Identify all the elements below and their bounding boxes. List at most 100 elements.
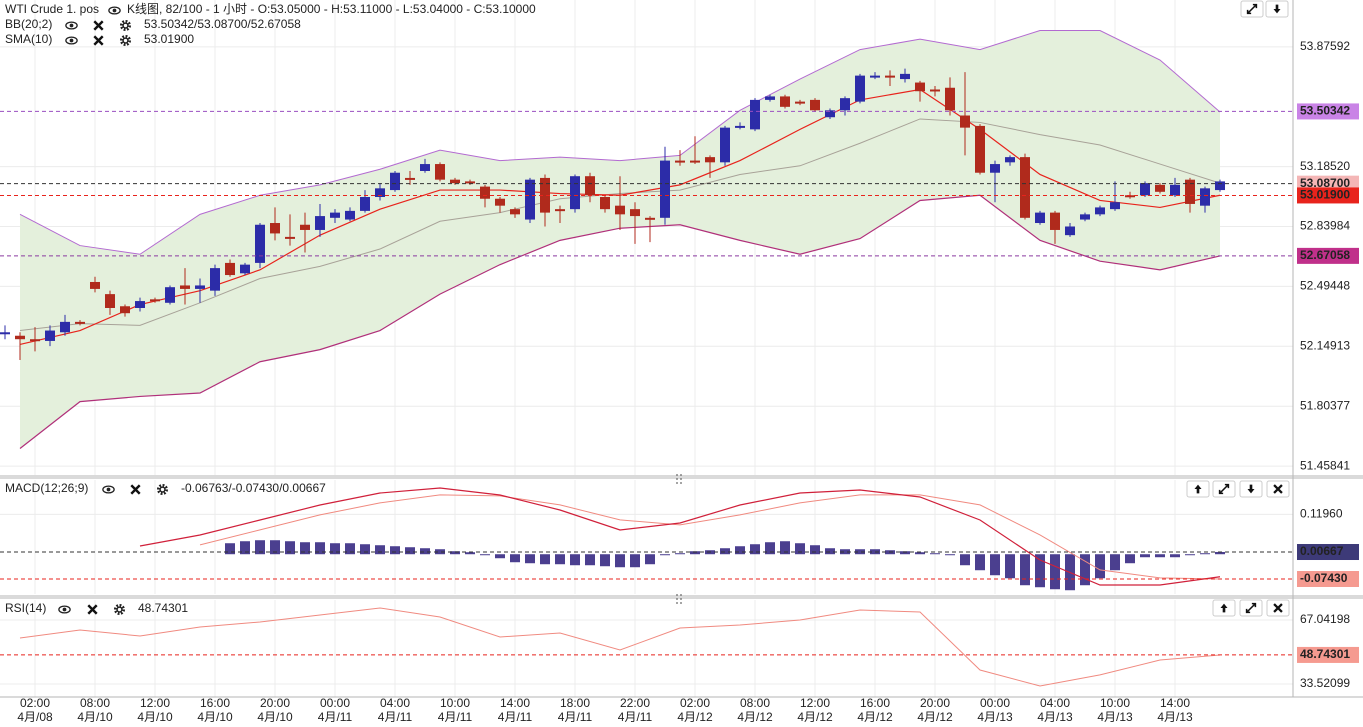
- y-tick-label: 52.83984: [1300, 219, 1350, 233]
- candle-body: [930, 89, 940, 92]
- candle-body: [540, 177, 550, 213]
- marker-label: 53.01900: [1300, 188, 1350, 202]
- candle-body: [750, 99, 760, 130]
- histogram-bar: [600, 554, 610, 567]
- candle-body: [615, 205, 625, 215]
- histogram-bar: [225, 543, 235, 555]
- candle-body: [1140, 183, 1150, 196]
- close-button[interactable]: [1266, 480, 1290, 498]
- candle-body: [210, 268, 220, 291]
- candle-body: [945, 87, 955, 111]
- histogram-bar: [1080, 554, 1090, 586]
- move-down-button[interactable]: [1265, 0, 1289, 18]
- marker-box: [1297, 103, 1359, 120]
- histogram-bar: [1110, 554, 1120, 571]
- candle-body: [975, 125, 985, 173]
- x-tick-label: 22:00: [620, 696, 650, 710]
- candle-body: [375, 188, 385, 198]
- x-tick-label: 4月/12: [797, 710, 833, 724]
- marker-label: 53.50342: [1300, 104, 1350, 118]
- candle-body: [345, 210, 355, 220]
- histogram-bar: [975, 554, 985, 571]
- macd-line: [139, 487, 1221, 586]
- x-tick-label: 4月/10: [257, 710, 293, 724]
- histogram-bar: [630, 554, 640, 568]
- x-tick-label: 4月/12: [857, 710, 893, 724]
- candle-body: [225, 262, 235, 276]
- candle-body: [900, 73, 910, 80]
- histogram-bar: [240, 541, 250, 555]
- legend-label: BB(20;2): [5, 17, 52, 31]
- histogram-bar: [720, 548, 730, 555]
- histogram-bar: [765, 542, 775, 555]
- expand-button[interactable]: [1240, 0, 1264, 18]
- x-tick-label: 4月/11: [558, 710, 593, 724]
- histogram-bar: [1020, 554, 1030, 586]
- candle-body: [285, 236, 295, 239]
- histogram-bar: [1155, 554, 1165, 558]
- move-up-button[interactable]: [1186, 480, 1210, 498]
- histogram-bar: [1170, 554, 1180, 558]
- marker-box: [1297, 571, 1359, 587]
- candle-body: [645, 217, 655, 220]
- candle-body: [1155, 184, 1165, 192]
- x-tick-label: 10:00: [1100, 696, 1130, 710]
- move-up-button[interactable]: [1212, 599, 1236, 617]
- candle-body: [990, 164, 1000, 173]
- legend-label: SMA(10): [5, 32, 52, 46]
- candle-body: [360, 197, 370, 211]
- marker-box: [1297, 187, 1359, 204]
- candle-body: [330, 212, 340, 218]
- x-tick-label: 14:00: [500, 696, 530, 710]
- x-tick-label: 4月/12: [737, 710, 773, 724]
- candle-body: [960, 115, 970, 128]
- candle-body: [420, 164, 430, 171]
- histogram-bar: [435, 549, 445, 555]
- y-tick-label: 33.52099: [1300, 676, 1350, 690]
- candle-body: [1035, 212, 1045, 224]
- close-button[interactable]: [1266, 599, 1290, 617]
- x-tick-label: 4月/11: [618, 710, 653, 724]
- histogram-bar: [270, 540, 280, 555]
- candle-body: [435, 164, 445, 180]
- expand-button[interactable]: [1239, 599, 1263, 617]
- histogram-bar: [330, 543, 340, 555]
- x-tick-label: 4月/13: [977, 710, 1013, 724]
- x-tick-label: 02:00: [680, 696, 710, 710]
- histogram-bar: [255, 540, 265, 555]
- x-tick-label: 20:00: [260, 696, 290, 710]
- histogram-bar: [930, 553, 940, 555]
- candle-body: [660, 160, 670, 218]
- candle-body: [1020, 157, 1030, 218]
- candle-body: [90, 281, 100, 289]
- x-tick-label: 20:00: [920, 696, 950, 710]
- histogram-bar: [495, 554, 505, 559]
- x-tick-label: 4月/08: [17, 710, 53, 724]
- panel-title: RSI(14): [5, 601, 46, 615]
- move-down-button[interactable]: [1239, 480, 1263, 498]
- x-tick-label: 4月/11: [498, 710, 533, 724]
- candle-body: [1110, 202, 1120, 210]
- chart-title: WTI Crude 1. pos: [5, 2, 99, 16]
- candle-body: [45, 330, 55, 341]
- histogram-bar: [660, 554, 670, 556]
- candle-body: [1215, 181, 1225, 191]
- candle-body: [300, 224, 310, 230]
- candle-body: [675, 160, 685, 163]
- candle-body: [1080, 214, 1090, 220]
- x-tick-label: 04:00: [1040, 696, 1070, 710]
- expand-button[interactable]: [1212, 480, 1236, 498]
- histogram-bar: [570, 554, 580, 566]
- candle-body: [555, 209, 565, 212]
- x-tick-label: 4月/11: [378, 710, 413, 724]
- legend-values: 53.01900: [144, 32, 194, 46]
- candle-body: [270, 223, 280, 234]
- y-tick-label: 52.14913: [1300, 338, 1350, 352]
- histogram-bar: [735, 546, 745, 555]
- histogram-bar: [945, 554, 955, 556]
- candle-body: [1125, 195, 1135, 198]
- x-tick-label: 08:00: [80, 696, 110, 710]
